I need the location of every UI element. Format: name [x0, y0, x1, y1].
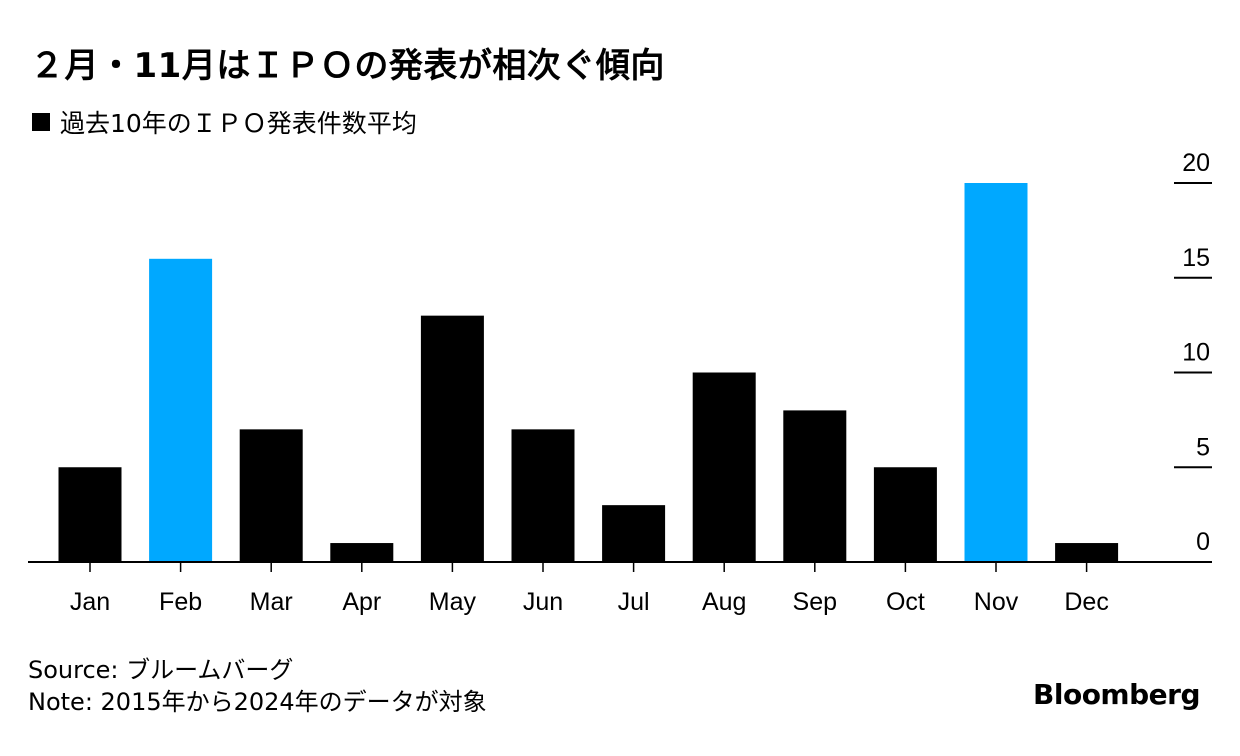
- legend: 過去10年のＩＰＯ発表件数平均: [32, 104, 417, 140]
- x-tick-label: Oct: [886, 588, 925, 616]
- bar-jul: [602, 505, 666, 562]
- chart-title: ２月・11月はＩＰＯの発表が相次ぐ傾向: [30, 46, 665, 86]
- x-tick-label: Sep: [793, 588, 837, 616]
- y-tick-label: 10: [1182, 339, 1210, 367]
- x-tick-label: Nov: [974, 588, 1019, 616]
- bar-jan: [58, 467, 122, 562]
- bar-sep: [783, 410, 847, 562]
- bar-mar: [239, 429, 303, 562]
- x-tick-label: Apr: [342, 588, 381, 616]
- x-tick-label: Dec: [1064, 588, 1108, 616]
- y-tick-label: 5: [1196, 433, 1210, 461]
- x-tick-label: Mar: [250, 588, 293, 616]
- bar-aug: [692, 372, 756, 562]
- x-tick-label: Jun: [523, 588, 563, 616]
- note-text: Note: 2015年から2024年のデータが対象: [28, 688, 487, 716]
- y-tick-label: 20: [1182, 149, 1210, 177]
- bar-oct: [873, 467, 937, 562]
- legend-swatch: [32, 113, 50, 131]
- legend-label: 過去10年のＩＰＯ発表件数平均: [60, 109, 417, 138]
- footer: Source: ブルームバーグ Note: 2015年から2024年のデータが対…: [28, 654, 487, 718]
- bloomberg-logo: Bloomberg: [1033, 678, 1200, 711]
- bar-dec: [1055, 543, 1119, 562]
- bar-apr: [330, 543, 394, 562]
- bar-feb: [149, 258, 213, 562]
- source-text: Source: ブルームバーグ: [28, 656, 294, 684]
- y-tick-label: 15: [1182, 244, 1210, 272]
- x-tick-label: May: [429, 588, 477, 616]
- bar-may: [420, 315, 484, 562]
- x-tick-label: Feb: [159, 588, 202, 616]
- x-tick-label: Jul: [618, 588, 650, 616]
- bar-chart: 0 5 10 15 20 Jan Feb Mar Apr May Jun Jul Aug Sep Oct No…: [28, 149, 1212, 616]
- bar-jun: [511, 429, 575, 562]
- y-tick-label: 0: [1196, 528, 1210, 556]
- bar-nov: [964, 183, 1028, 562]
- x-tick-label: Jan: [70, 588, 110, 616]
- x-tick-label: Aug: [702, 588, 746, 616]
